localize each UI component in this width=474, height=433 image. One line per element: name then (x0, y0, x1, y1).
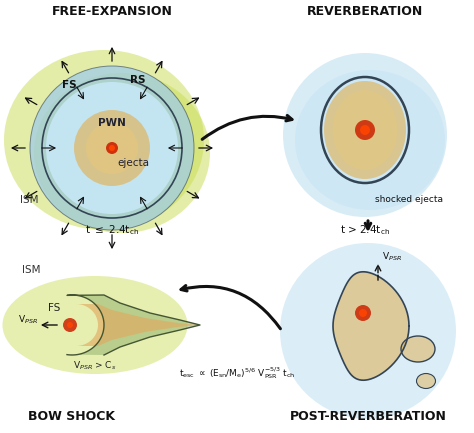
Text: t $\leq$ 2.4t$_{\rm ch}$: t $\leq$ 2.4t$_{\rm ch}$ (85, 223, 139, 237)
Circle shape (63, 318, 77, 332)
Ellipse shape (34, 73, 210, 233)
Text: shocked ejecta: shocked ejecta (375, 196, 443, 204)
Ellipse shape (4, 50, 204, 230)
Circle shape (46, 82, 178, 214)
Circle shape (74, 110, 150, 186)
Circle shape (109, 145, 115, 151)
Text: V$_{PSR}$: V$_{PSR}$ (382, 251, 402, 263)
Ellipse shape (332, 90, 398, 170)
Polygon shape (76, 304, 200, 346)
Text: ISM: ISM (20, 195, 38, 205)
Circle shape (355, 305, 371, 321)
Text: FS: FS (48, 303, 60, 313)
Text: BOW SHOCK: BOW SHOCK (28, 410, 116, 423)
Circle shape (280, 243, 456, 419)
Circle shape (355, 120, 375, 140)
Text: POST-REVERBERATION: POST-REVERBERATION (290, 410, 447, 423)
Circle shape (360, 125, 370, 135)
Text: ejecta: ejecta (117, 158, 149, 168)
Ellipse shape (401, 336, 435, 362)
Circle shape (359, 309, 367, 317)
Circle shape (86, 122, 138, 174)
Ellipse shape (417, 374, 436, 388)
Text: t > 2.4t$_{\rm ch}$: t > 2.4t$_{\rm ch}$ (340, 223, 390, 237)
Text: PWN: PWN (98, 118, 126, 128)
Text: t$_{\rm esc}$ $\propto$ (E$_{\rm sn}$/M$_{\rm e}$)$^{5/6}$ V$_{\rm PSR}^{-5/3}$ : t$_{\rm esc}$ $\propto$ (E$_{\rm sn}$/M$… (179, 365, 295, 381)
Ellipse shape (295, 70, 445, 210)
Polygon shape (67, 295, 200, 355)
Text: FS: FS (62, 80, 77, 90)
Text: ISM: ISM (22, 265, 40, 275)
Text: RS: RS (130, 75, 146, 85)
Circle shape (30, 66, 194, 230)
Polygon shape (333, 272, 409, 380)
Circle shape (106, 142, 118, 154)
Text: FREE-EXPANSION: FREE-EXPANSION (52, 5, 173, 18)
Text: V$_{PSR}$ > C$_s$: V$_{PSR}$ > C$_s$ (73, 360, 117, 372)
Text: REVERBERATION: REVERBERATION (307, 5, 423, 18)
Circle shape (283, 53, 447, 217)
Text: V$_{PSR}$: V$_{PSR}$ (18, 313, 38, 326)
Circle shape (67, 322, 73, 328)
Ellipse shape (2, 276, 188, 374)
Ellipse shape (324, 81, 406, 179)
